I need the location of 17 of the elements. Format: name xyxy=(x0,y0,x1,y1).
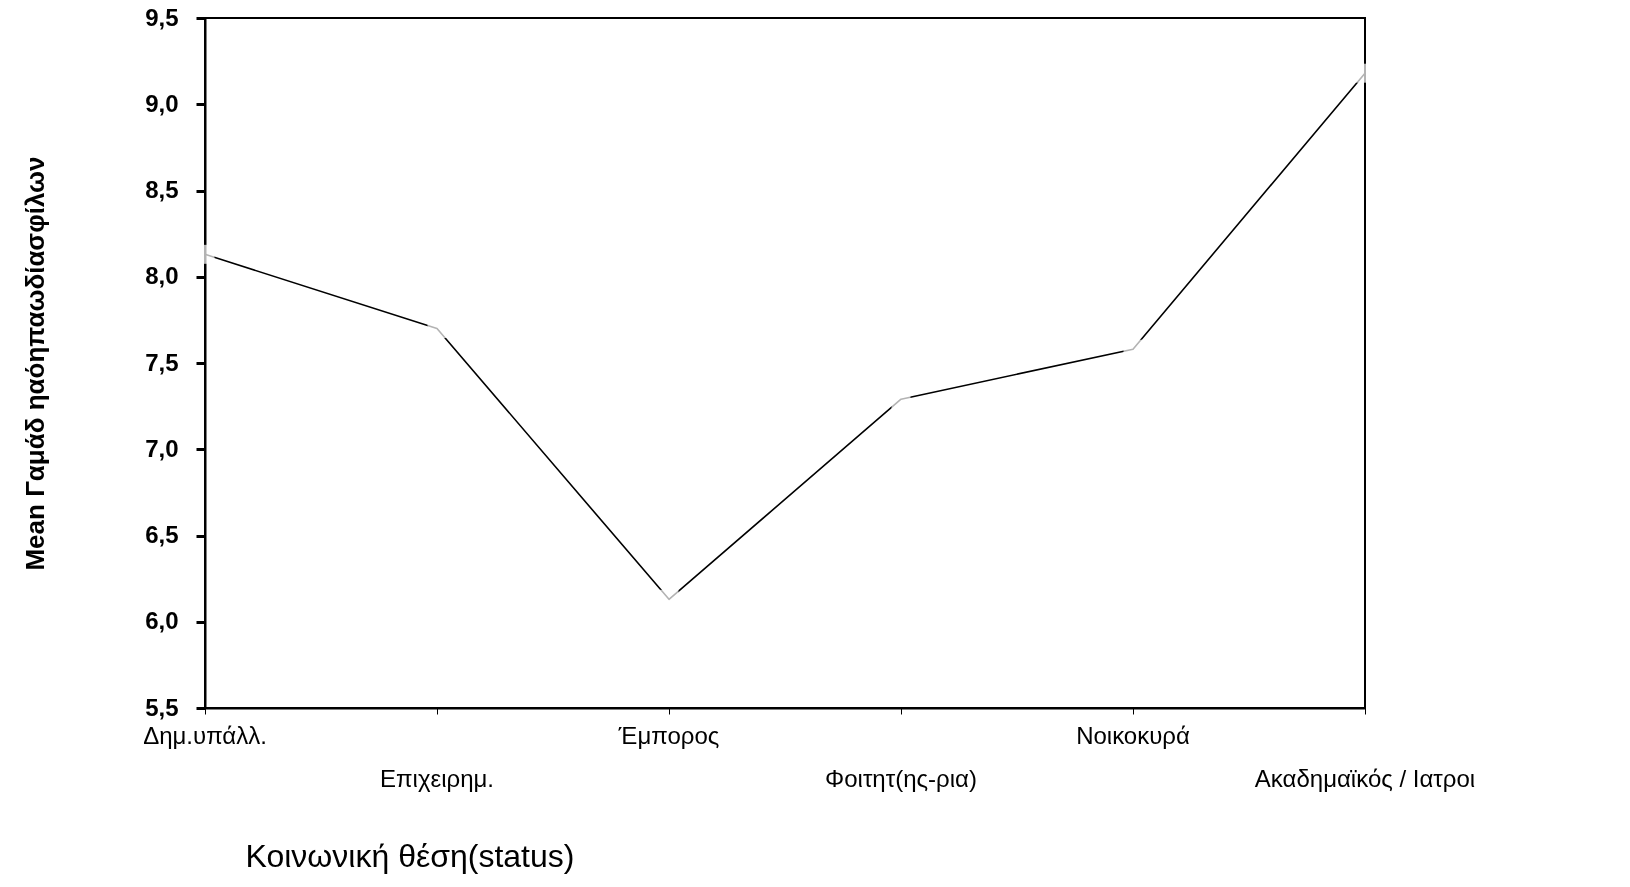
y-tick-label: 7,0 xyxy=(145,434,179,462)
x-tick-label: Νοικοκυρά xyxy=(1076,722,1190,749)
y-tick-label: 8,0 xyxy=(145,262,179,290)
y-tick-label: 9,0 xyxy=(145,89,179,117)
y-tick-label: 8,5 xyxy=(145,176,179,203)
x-tick-label: Ακαδημαϊκός / Ιατροι xyxy=(1254,765,1476,792)
y-tick-label: 5,5 xyxy=(145,693,179,721)
x-tick-label: Δημ.υπάλλ. xyxy=(143,722,267,749)
x-axis-title: Κοινωνική θέση(status) xyxy=(245,837,575,874)
y-tick-label: 6,0 xyxy=(145,607,179,635)
y-tick-label: 9,5 xyxy=(145,3,179,31)
x-tick-label: Επιχειρημ. xyxy=(379,765,495,792)
y-tick-label: 6,5 xyxy=(145,521,179,548)
y-tick-label: 7,5 xyxy=(145,348,179,376)
x-tick-label: Φοιτητ(ης-ρια) xyxy=(825,765,977,792)
x-tick-label: Έμπορος xyxy=(617,722,720,749)
y-axis-title: Mean Γαμάδ ηαόηπαωδίασφίλων xyxy=(19,156,50,571)
